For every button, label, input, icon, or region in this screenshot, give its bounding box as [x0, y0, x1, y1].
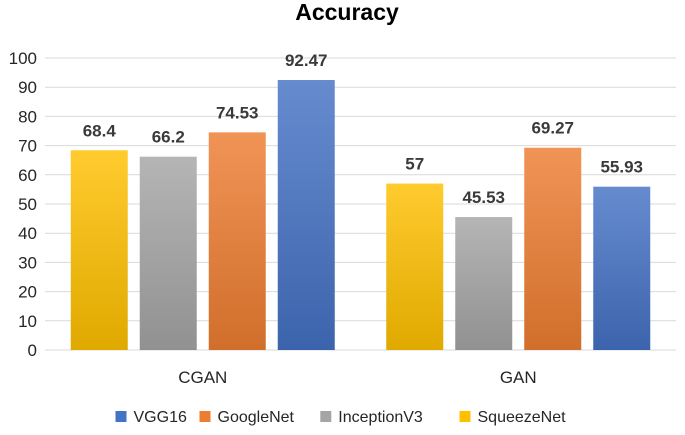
bar-inceptionv3-cgan — [139, 156, 197, 350]
x-axis: CGAN GAN — [178, 368, 536, 387]
y-tick-label: 10 — [18, 312, 37, 331]
y-tick-label: 30 — [18, 253, 37, 272]
y-tick-label: 90 — [18, 78, 37, 97]
legend: VGG16 GoogleNet InceptionV3 SqueezeNet — [115, 409, 567, 426]
gridlines — [45, 57, 676, 351]
bar-squeezenet-cgan — [70, 150, 128, 350]
legend-item-googlenet: GoogleNet — [199, 409, 295, 426]
data-label-squeezenet-cgan: 68.4 — [83, 121, 117, 140]
y-tick-label: 50 — [18, 195, 37, 214]
bar-inceptionv3-gan — [455, 217, 513, 350]
legend-swatch — [320, 411, 332, 422]
legend-swatch — [199, 411, 211, 422]
data-label-inceptionv3-gan: 45.53 — [462, 188, 505, 207]
legend-swatch — [459, 411, 471, 422]
legend-label: VGG16 — [134, 409, 187, 426]
data-label-squeezenet-gan: 57 — [405, 155, 424, 174]
y-tick-label: 80 — [18, 107, 37, 126]
legend-swatch — [115, 411, 127, 422]
bars — [70, 79, 651, 350]
legend-label: SqueezeNet — [478, 409, 567, 426]
y-tick-label: 0 — [28, 341, 37, 360]
legend-item-vgg16: VGG16 — [115, 409, 187, 426]
data-label-googlenet-cgan: 74.53 — [216, 103, 259, 122]
x-tick-label: GAN — [500, 368, 537, 387]
y-tick-label: 40 — [18, 224, 37, 243]
y-tick-label: 60 — [18, 166, 37, 185]
bar-squeezenet-gan — [386, 183, 444, 350]
y-tick-label: 100 — [9, 49, 37, 68]
bar-googlenet-gan — [524, 147, 582, 350]
legend-label: InceptionV3 — [338, 409, 423, 426]
y-tick-label: 70 — [18, 137, 37, 156]
x-tick-label: CGAN — [178, 368, 227, 387]
legend-item-squeezenet: SqueezeNet — [459, 409, 567, 426]
legend-item-inceptionv3: InceptionV3 — [320, 409, 423, 426]
y-tick-label: 20 — [18, 283, 37, 302]
data-label-googlenet-gan: 69.27 — [531, 119, 574, 138]
data-label-vgg16-cgan: 92.47 — [285, 51, 328, 70]
data-labels: 68.4 66.2 74.53 92.47 57 45.53 69.27 55.93 — [83, 51, 643, 207]
bar-vgg16-cgan — [277, 79, 335, 350]
bar-googlenet-cgan — [208, 132, 266, 350]
legend-label: GoogleNet — [218, 409, 295, 426]
y-axis: 0 10 20 30 40 50 60 70 80 90 100 — [9, 49, 37, 360]
data-label-vgg16-gan: 55.93 — [600, 158, 643, 177]
chart-title: Accuracy — [295, 0, 399, 25]
bar-vgg16-gan — [593, 186, 651, 350]
data-label-inceptionv3-cgan: 66.2 — [152, 128, 185, 147]
